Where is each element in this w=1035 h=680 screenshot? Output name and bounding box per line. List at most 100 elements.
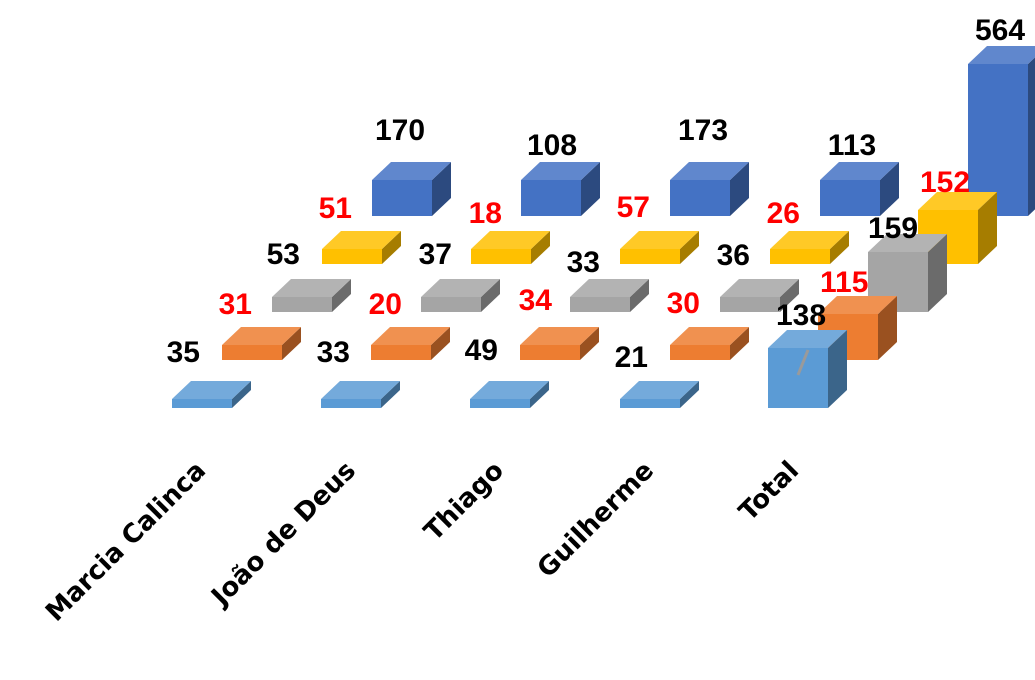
bar-4-0 xyxy=(372,162,451,216)
bar-front xyxy=(470,399,530,408)
bar-2-2 xyxy=(570,279,649,312)
category-label: Guilherme xyxy=(532,456,660,584)
bar-front xyxy=(471,249,531,264)
bar-front xyxy=(768,348,828,408)
data-label: 57 xyxy=(617,191,650,224)
bar-2-0 xyxy=(272,279,351,312)
bar-top xyxy=(470,381,549,399)
bar-side xyxy=(332,279,351,312)
bar-top xyxy=(818,296,897,314)
bar-4-1 xyxy=(521,162,600,216)
bar-top xyxy=(272,279,351,297)
bar-front xyxy=(670,345,730,360)
bar-top xyxy=(770,231,849,249)
bar-top xyxy=(768,330,847,348)
bar-side xyxy=(928,234,947,312)
bar-4-4 xyxy=(968,46,1035,216)
bar-front xyxy=(321,399,381,408)
bar-front xyxy=(371,345,431,360)
data-label: 138 xyxy=(776,299,826,332)
bar-top xyxy=(521,162,600,180)
category-label: Marcia Calinca xyxy=(40,456,212,628)
bar-0-0 xyxy=(172,381,251,408)
bar-3-2 xyxy=(620,231,699,264)
bar-front xyxy=(968,64,1028,216)
bar-front xyxy=(372,180,432,216)
bar-0-3 xyxy=(620,381,699,408)
bar-side xyxy=(828,330,847,408)
bar-side xyxy=(282,327,301,360)
bar-top xyxy=(820,162,899,180)
bar-top xyxy=(670,327,749,345)
bar-4-3 xyxy=(820,162,899,216)
bar-side xyxy=(1028,57,1035,216)
data-label: 31 xyxy=(219,288,252,321)
bar-front xyxy=(670,180,730,216)
bar-top xyxy=(570,279,649,297)
data-label: 20 xyxy=(369,288,402,321)
bar-top xyxy=(471,231,550,249)
bar-side xyxy=(780,279,799,312)
bar-top xyxy=(720,279,799,297)
bar-front xyxy=(570,297,630,312)
bar-top xyxy=(371,327,450,345)
bar-0-4 xyxy=(768,330,847,408)
bar-side xyxy=(431,327,450,360)
bar-3-3 xyxy=(770,231,849,264)
bar-front xyxy=(770,249,830,264)
bar-side xyxy=(580,327,599,360)
bar-top xyxy=(968,46,1035,64)
bar-front xyxy=(222,345,282,360)
leader-line xyxy=(796,349,810,376)
bar-side xyxy=(381,381,400,408)
bar-side xyxy=(680,231,699,264)
bar-2-1 xyxy=(421,279,500,312)
bar-side xyxy=(531,231,550,264)
data-label: 113 xyxy=(828,129,876,162)
bar-front xyxy=(421,297,481,312)
bar-side xyxy=(232,381,251,408)
bar-1-1 xyxy=(371,327,450,360)
data-label: 170 xyxy=(375,114,425,147)
data-label: 34 xyxy=(519,284,553,317)
bar-top xyxy=(172,381,251,399)
data-label: 37 xyxy=(419,238,452,271)
bar-front xyxy=(272,297,332,312)
category-label: João de Deus xyxy=(205,456,362,613)
bar-side xyxy=(481,279,500,312)
data-label: 33 xyxy=(317,336,350,369)
bar-top xyxy=(321,381,400,399)
bar-side xyxy=(830,231,849,264)
bar-2-4 xyxy=(868,234,947,312)
bar-side xyxy=(530,381,549,408)
data-label: 35 xyxy=(167,336,200,369)
data-labels-layer: 35 33 49 21 138 31 20 34 30 115 53 37 33 36 159 51 18 57 2… xyxy=(167,14,1025,376)
category-label: Thiago xyxy=(419,456,510,547)
bar-3-0 xyxy=(322,231,401,264)
bar-top xyxy=(620,231,699,249)
bar-top xyxy=(868,234,947,252)
bar-side xyxy=(630,279,649,312)
bar-top xyxy=(322,231,401,249)
bar-front xyxy=(172,399,232,408)
bar-side xyxy=(730,327,749,360)
bar-4-2 xyxy=(670,162,749,216)
bar-3-4 xyxy=(918,192,997,264)
data-label: 33 xyxy=(567,246,600,279)
bar-3-1 xyxy=(471,231,550,264)
bar-top xyxy=(918,192,997,210)
bar-top xyxy=(222,327,301,345)
data-label: 152 xyxy=(920,166,970,199)
bar-side xyxy=(878,296,897,360)
bar-front xyxy=(520,345,580,360)
bar-front xyxy=(620,399,680,408)
bar-0-1 xyxy=(321,381,400,408)
bar-1-0 xyxy=(222,327,301,360)
bar-top xyxy=(520,327,599,345)
data-label: 18 xyxy=(469,197,502,230)
bars-layer xyxy=(172,46,1035,408)
bar-front xyxy=(720,297,780,312)
data-label: 49 xyxy=(465,334,498,367)
